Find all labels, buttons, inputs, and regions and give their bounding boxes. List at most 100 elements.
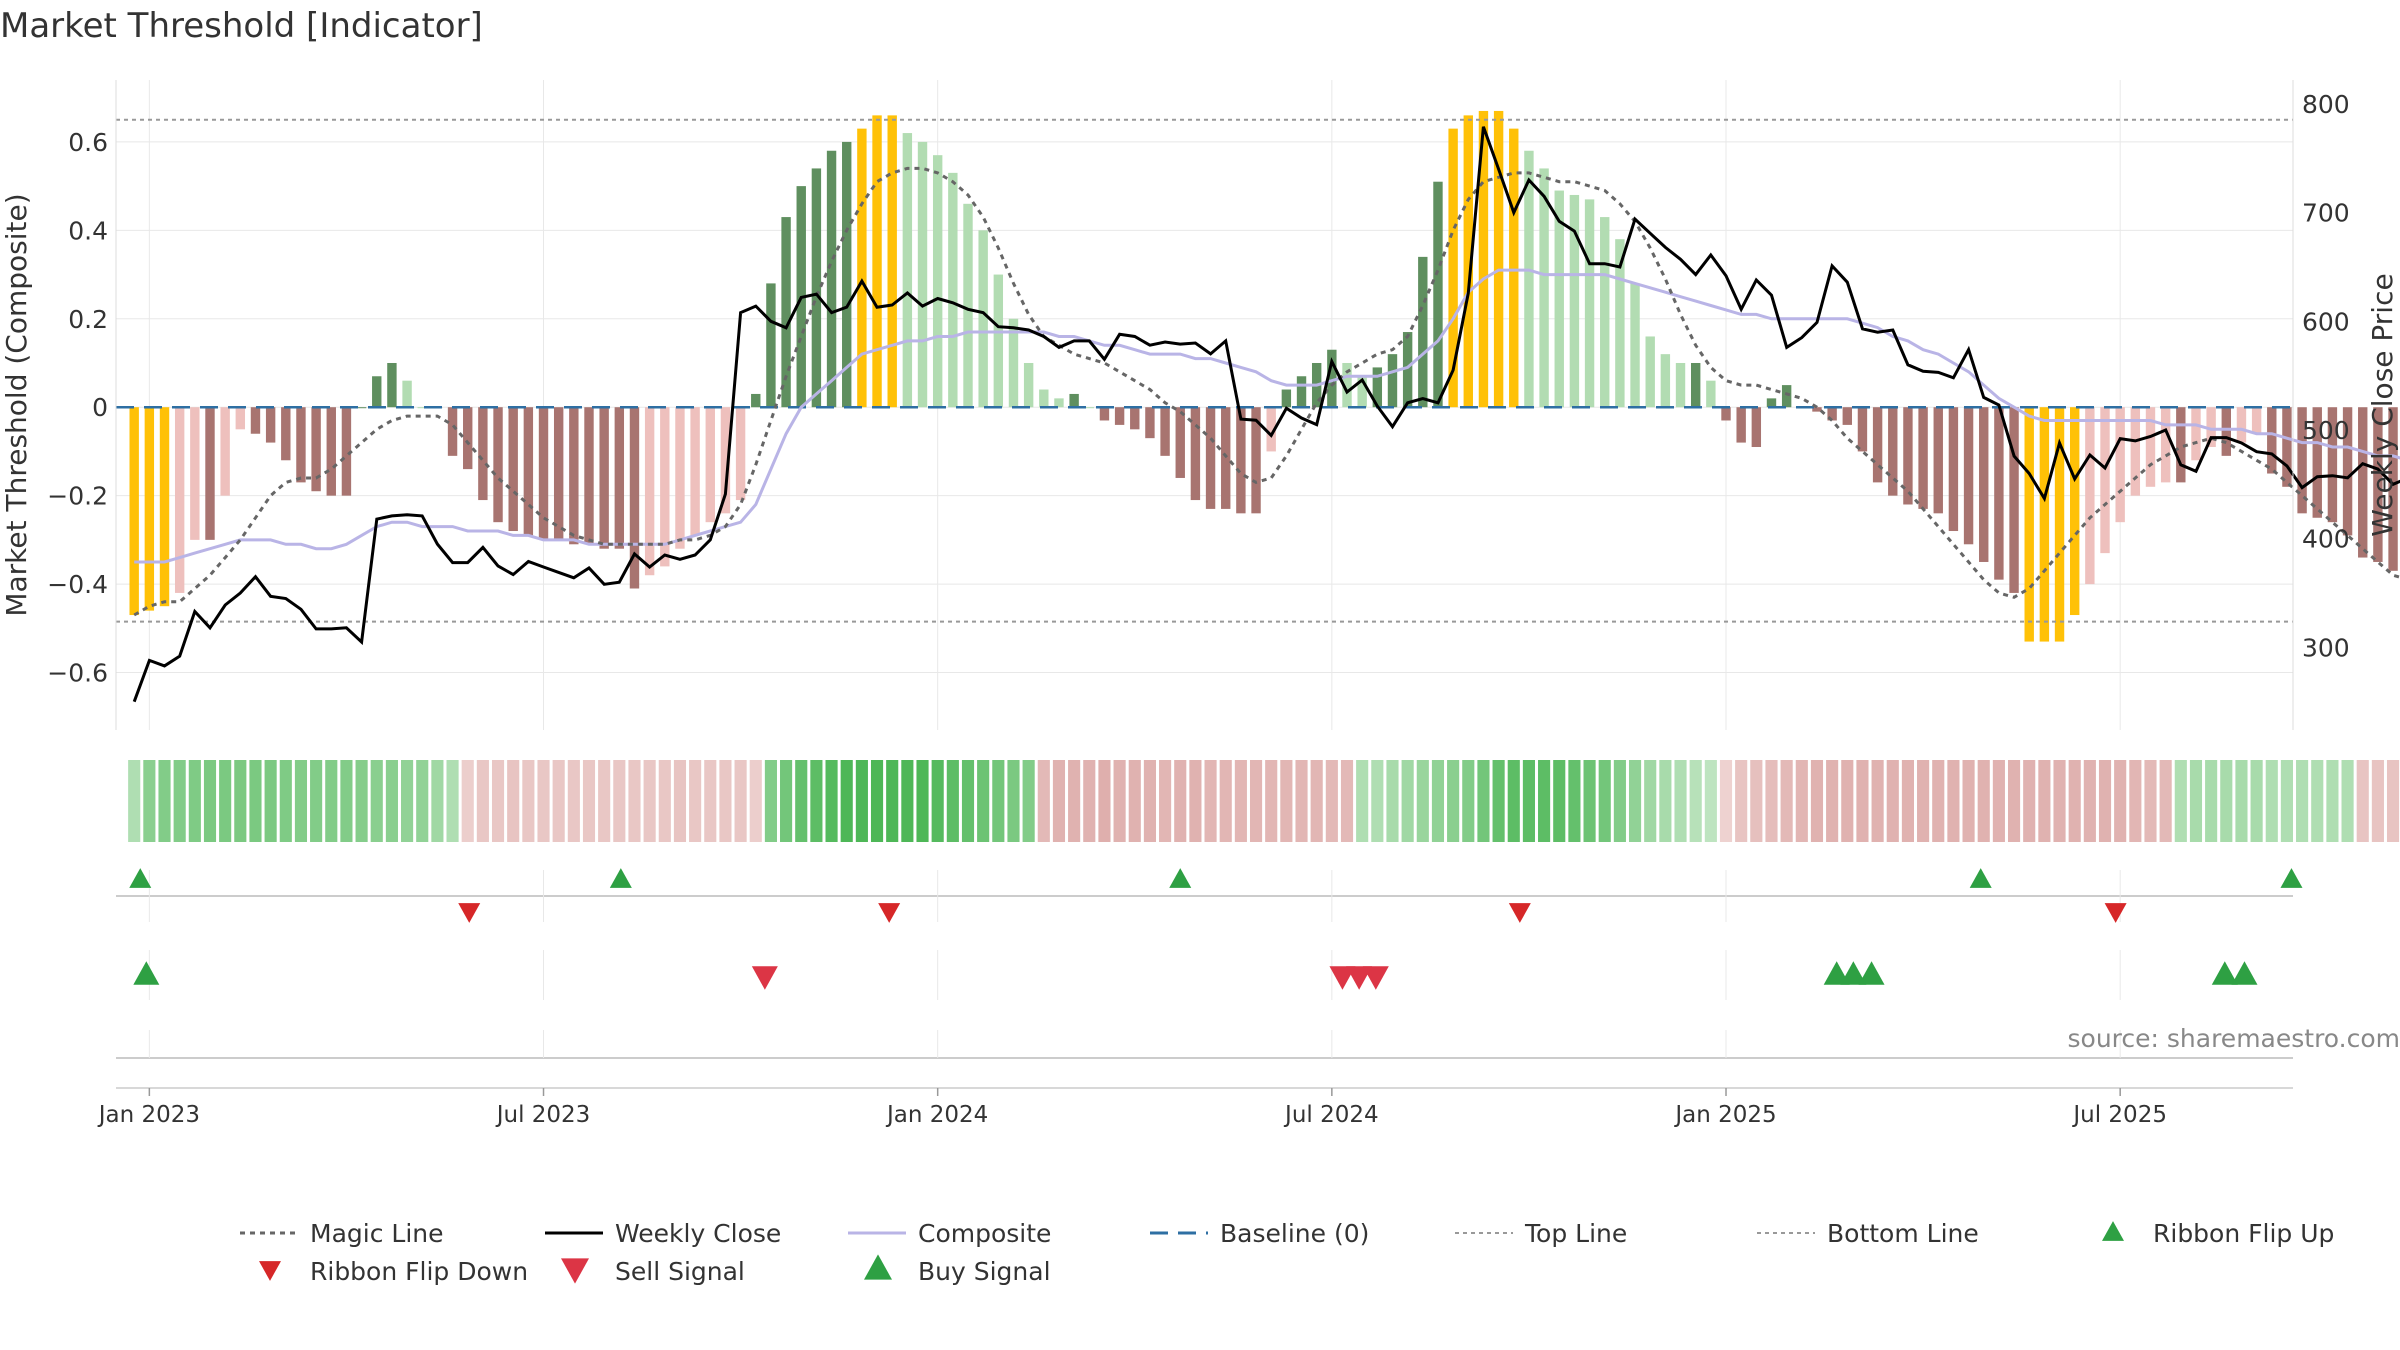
ribbon-cell [1340,760,1354,842]
ribbon-cell [1810,760,1824,842]
ribbon-cell [2220,760,2233,842]
ribbon-cell [2386,760,2400,842]
x-tick-label: Jul 2024 [1283,1102,1379,1128]
ribbon-cell [1113,760,1126,842]
legend-label: Baseline (0) [1220,1219,1369,1248]
composite-bar [493,407,503,523]
composite-bar [1084,407,1094,409]
ribbon-cell [1128,760,1141,842]
ribbon-cell [370,760,383,842]
ribbon-cell [1613,760,1626,842]
buy-signal-marker [1840,961,1867,985]
composite-bar [735,407,746,501]
composite-bar [2297,407,2307,514]
ribbon-cell [537,760,550,842]
ribbon-cell [1765,760,1778,842]
composite-bar [569,407,579,545]
left-tick-label: −0.6 [47,659,108,688]
ribbon-cell [2007,760,2021,842]
legend-item: Baseline (0) [1150,1219,1369,1248]
ribbon-cell [1962,760,1975,842]
composite-bar [1433,181,1443,408]
ribbon-cell [552,760,565,842]
ribbon-cell [1704,760,1717,842]
ribbon-cell [1386,760,1399,842]
ribbon-cell [810,760,823,842]
ribbon-cell [461,760,474,842]
weekly-close-line [132,126,2400,703]
x-axis: Jan 2023 Jul 2023 Jan 2024 Jul 2024 Jan 2025… [97,1087,2293,1128]
composite-bar [190,407,200,540]
legend-item: Sell Signal [561,1257,745,1286]
strength-ribbon [128,760,2400,842]
composite-bar [1812,407,1822,412]
ribbon-cell [931,760,944,842]
ribbon-cell [780,760,793,842]
ribbon-cell [1022,760,1035,842]
ribbon-cell [749,760,762,842]
ribbon-cell [173,760,186,842]
ribbon-flip-down-marker [1508,903,1531,923]
ribbon-cell [689,760,702,842]
ribbon-cell [279,760,292,842]
legend-label: Weekly Close [615,1219,781,1248]
composite-bar [1569,194,1580,408]
legend-label: Bottom Line [1827,1219,1979,1248]
ribbon-cell [977,760,990,842]
composite-bar [2282,407,2292,487]
composite-bar [2024,407,2034,642]
legend-label: Sell Signal [615,1257,745,1286]
composite-bar [1872,407,1883,483]
right-tick-label: 500 [2302,416,2350,445]
composite-bar [265,407,276,443]
ribbon-flip-down-marker [878,903,901,923]
composite-bar [311,407,321,492]
right-tick-label: 300 [2302,633,2350,662]
composite-bar [1190,407,1201,501]
ribbon-cell [249,760,262,842]
composite-bar [1069,393,1079,408]
ribbon-cell [1007,760,1020,842]
composite-bar [553,407,564,540]
composite-bar [1130,407,1140,430]
ribbon-cell [446,760,459,842]
chart-title: Market Threshold [Indicator] [0,6,483,46]
ribbon-cell [658,760,671,842]
ribbon-cell [764,760,777,842]
ribbon-cell [582,760,596,842]
ribbon-cell [2235,760,2248,842]
ribbon-cell [1295,760,1308,842]
ribbon-cell [188,760,201,842]
ribbon-cell [825,760,838,842]
composite-bar [1493,110,1504,408]
composite-bar [387,362,397,408]
ribbon-cell [1492,760,1505,842]
composite-bar [1160,407,1170,456]
composite-bar [478,407,488,501]
ribbon-flip-down-marker [458,903,481,923]
left-axis-label: Market Threshold (Composite) [0,193,33,616]
composite-bar [644,407,655,576]
composite-bar [1933,407,1943,514]
ribbon-cell [1932,760,1945,842]
ribbon-cell [1735,760,1748,842]
composite-bar [1979,407,1989,562]
composite-bar [372,376,382,408]
ribbon-cell [567,760,580,842]
composite-bars [129,110,2398,642]
ribbon-cell [1416,760,1429,842]
ribbon-cell [1856,760,1869,842]
ribbon-cell [325,760,338,842]
ribbon-cell [507,760,520,842]
right-tick-label: 700 [2302,199,2350,228]
composite-bar [887,115,897,408]
ribbon-cell [613,760,626,842]
composite-bar [1008,318,1019,408]
composite-bar [235,407,246,430]
x-tick-label: Jul 2023 [495,1102,591,1128]
ribbon-cell [1159,760,1172,842]
ribbon-cell [2250,760,2263,842]
ribbon-cell [491,760,505,842]
composite-bar [508,407,518,532]
